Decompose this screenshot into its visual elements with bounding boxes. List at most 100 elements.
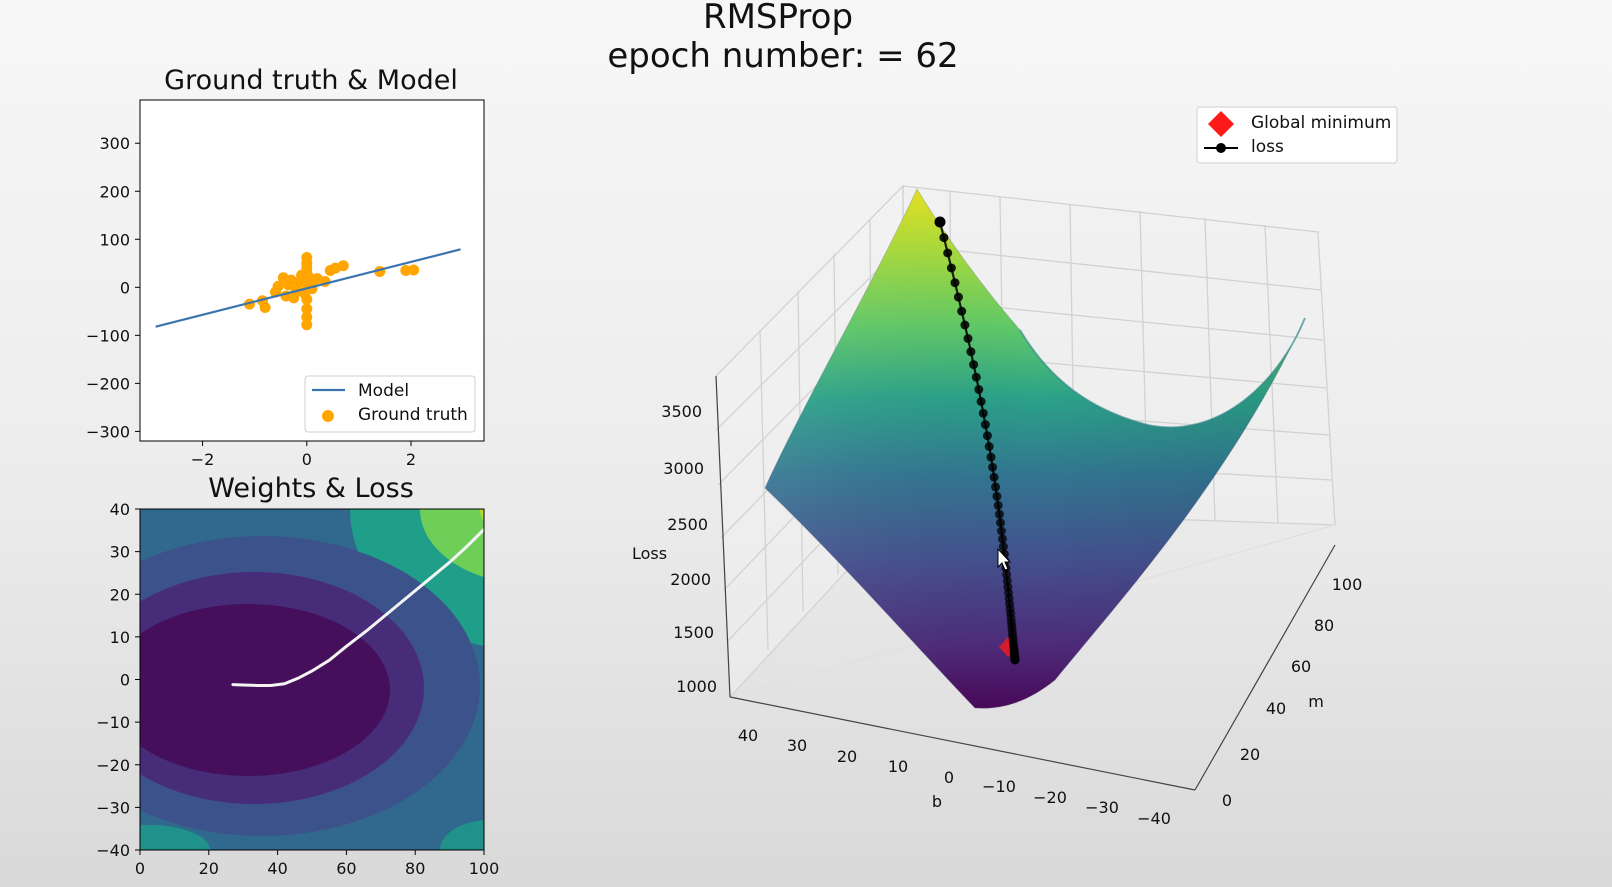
legend-model-label: Model: [358, 381, 409, 401]
mouse-cursor-icon: [997, 547, 1012, 571]
panel-title-ground-truth: Ground truth & Model: [164, 65, 458, 96]
y-tick-label: −30: [96, 798, 130, 817]
loss-path-point: [984, 442, 994, 451]
ground-truth-point: [272, 280, 284, 292]
loss-path-point: [966, 347, 976, 357]
loss-path-point: [986, 452, 996, 462]
ground-truth-point: [301, 319, 313, 331]
y-tick-label: −10: [96, 713, 130, 732]
loss-path-point: [950, 278, 960, 288]
panel-title-weights-loss: Weights & Loss: [208, 473, 414, 504]
ground-truth-point: [408, 264, 420, 276]
m-tick-label: 40: [1266, 699, 1286, 718]
m-tick-label: 20: [1240, 745, 1260, 764]
z-tick-label: 2000: [670, 570, 711, 589]
loss-path-point: [994, 509, 1004, 519]
loss-path-point: [996, 518, 1005, 528]
loss-path-points: [934, 216, 1020, 665]
figure-subtitle: epoch number: = 62: [607, 36, 958, 76]
legend-ground-truth-swatch: [322, 410, 334, 422]
b-tick-label: 0: [944, 768, 954, 787]
x-tick-label: −2: [191, 450, 215, 469]
model-line: [155, 248, 461, 328]
surface-rim-right: [1019, 317, 1306, 429]
y-tick-label: −100: [86, 326, 130, 345]
loss-path-point: [991, 482, 1001, 492]
figure-title: RMSProp: [703, 0, 853, 37]
x-tick-label: 40: [267, 859, 287, 878]
loss-surface-shading: [765, 189, 1305, 709]
legend-loss-label: loss: [1251, 137, 1284, 157]
loss-path-point: [934, 216, 946, 228]
x-tick-label: 0: [302, 450, 312, 469]
contour-corner-bl: [140, 825, 210, 850]
b-tick-label: 10: [888, 757, 908, 776]
y-tick-label: −200: [86, 374, 130, 393]
z-tick-label: 1500: [673, 623, 714, 642]
y-tick-label: −40: [96, 841, 130, 860]
panel-ground-truth-model: Ground truth & Model −2 0 2 300 200 100 0 −100…: [86, 65, 485, 469]
x-tick-label: 2: [406, 450, 416, 469]
loss-path-point: [943, 248, 953, 258]
m-tick-label: 60: [1291, 657, 1311, 676]
legend-ground-truth-label: Ground truth: [358, 405, 468, 425]
loss-path-point: [939, 233, 949, 243]
z-tick-label: 3000: [663, 459, 704, 478]
y-tick-label: 0: [120, 671, 130, 690]
y-tick-label: 10: [110, 628, 130, 647]
loss-path-point: [946, 263, 956, 273]
ground-truth-point: [301, 303, 313, 315]
x-tick-label: 0: [135, 859, 145, 878]
y-tick-label: 200: [99, 182, 130, 201]
y-axis-ticks-top: 300 200 100 0 −100 −200 −300: [86, 134, 140, 441]
b-tick-label: −30: [1085, 798, 1119, 817]
b-tick-label: −20: [1033, 788, 1067, 807]
x-axis-ticks-bottom: 0 20 40 60 80 100: [135, 850, 499, 878]
b-tick-label: 40: [738, 726, 758, 745]
m-tick-label: 0: [1222, 791, 1232, 810]
loss-path-point: [998, 542, 1008, 552]
loss-path-point: [980, 420, 990, 430]
x-tick-label: 80: [405, 859, 425, 878]
x-tick-label: 60: [336, 859, 356, 878]
contour-level-0-top: [420, 509, 484, 578]
ground-truth-point: [301, 311, 313, 323]
x-axis-ticks-top: −2 0 2: [191, 441, 416, 469]
loss-path-point: [1010, 655, 1020, 665]
y-tick-label: −20: [96, 756, 130, 775]
m-axis-ticks: 0 20 40 60 80 100: [1222, 575, 1362, 810]
legend-top: Model Ground truth: [304, 375, 476, 433]
contour-level-4: [140, 604, 390, 776]
y-axis-ticks-bottom: 40 30 20 10 0 −10 −20 −30 −40: [96, 500, 140, 860]
m-tick-label: 80: [1314, 616, 1334, 635]
b-tick-label: −40: [1137, 809, 1171, 828]
loss-path-point: [976, 397, 986, 406]
loss-path-point: [969, 360, 979, 370]
loss-path-point: [960, 320, 970, 330]
loss-path-point: [957, 306, 967, 316]
b-tick-label: 20: [837, 747, 857, 766]
ground-truth-point: [337, 260, 349, 272]
loss-path-point: [963, 334, 973, 343]
loss-path-point: [971, 372, 981, 382]
z-axis-ticks: 3500 3000 2500 2000 1500 1000: [661, 402, 717, 696]
loss-path-point: [988, 462, 998, 472]
y-tick-label: −300: [86, 422, 130, 441]
b-axis-ticks: 40 30 20 10 0 −10 −20 −30 −40: [738, 726, 1171, 828]
legend-box-top: [304, 375, 476, 433]
loss-path-point: [989, 472, 999, 482]
contour-level-0-peak: [480, 509, 484, 522]
z-tick-label: 2500: [667, 515, 708, 534]
m-tick-label: 100: [1332, 575, 1363, 594]
legend-global-minimum-label: Global minimum: [1251, 113, 1391, 133]
y-tick-label: 100: [99, 230, 130, 249]
b-axis-line: [729, 696, 1196, 791]
weights-path-line: [231, 528, 484, 687]
legend-box-3d: [1196, 106, 1398, 164]
y-tick-label: 0: [120, 278, 130, 297]
x-tick-label: 100: [469, 859, 500, 878]
legend-global-minimum-swatch: [1208, 111, 1234, 137]
loss-path-point: [997, 526, 1006, 536]
ground-truth-point: [400, 265, 412, 276]
